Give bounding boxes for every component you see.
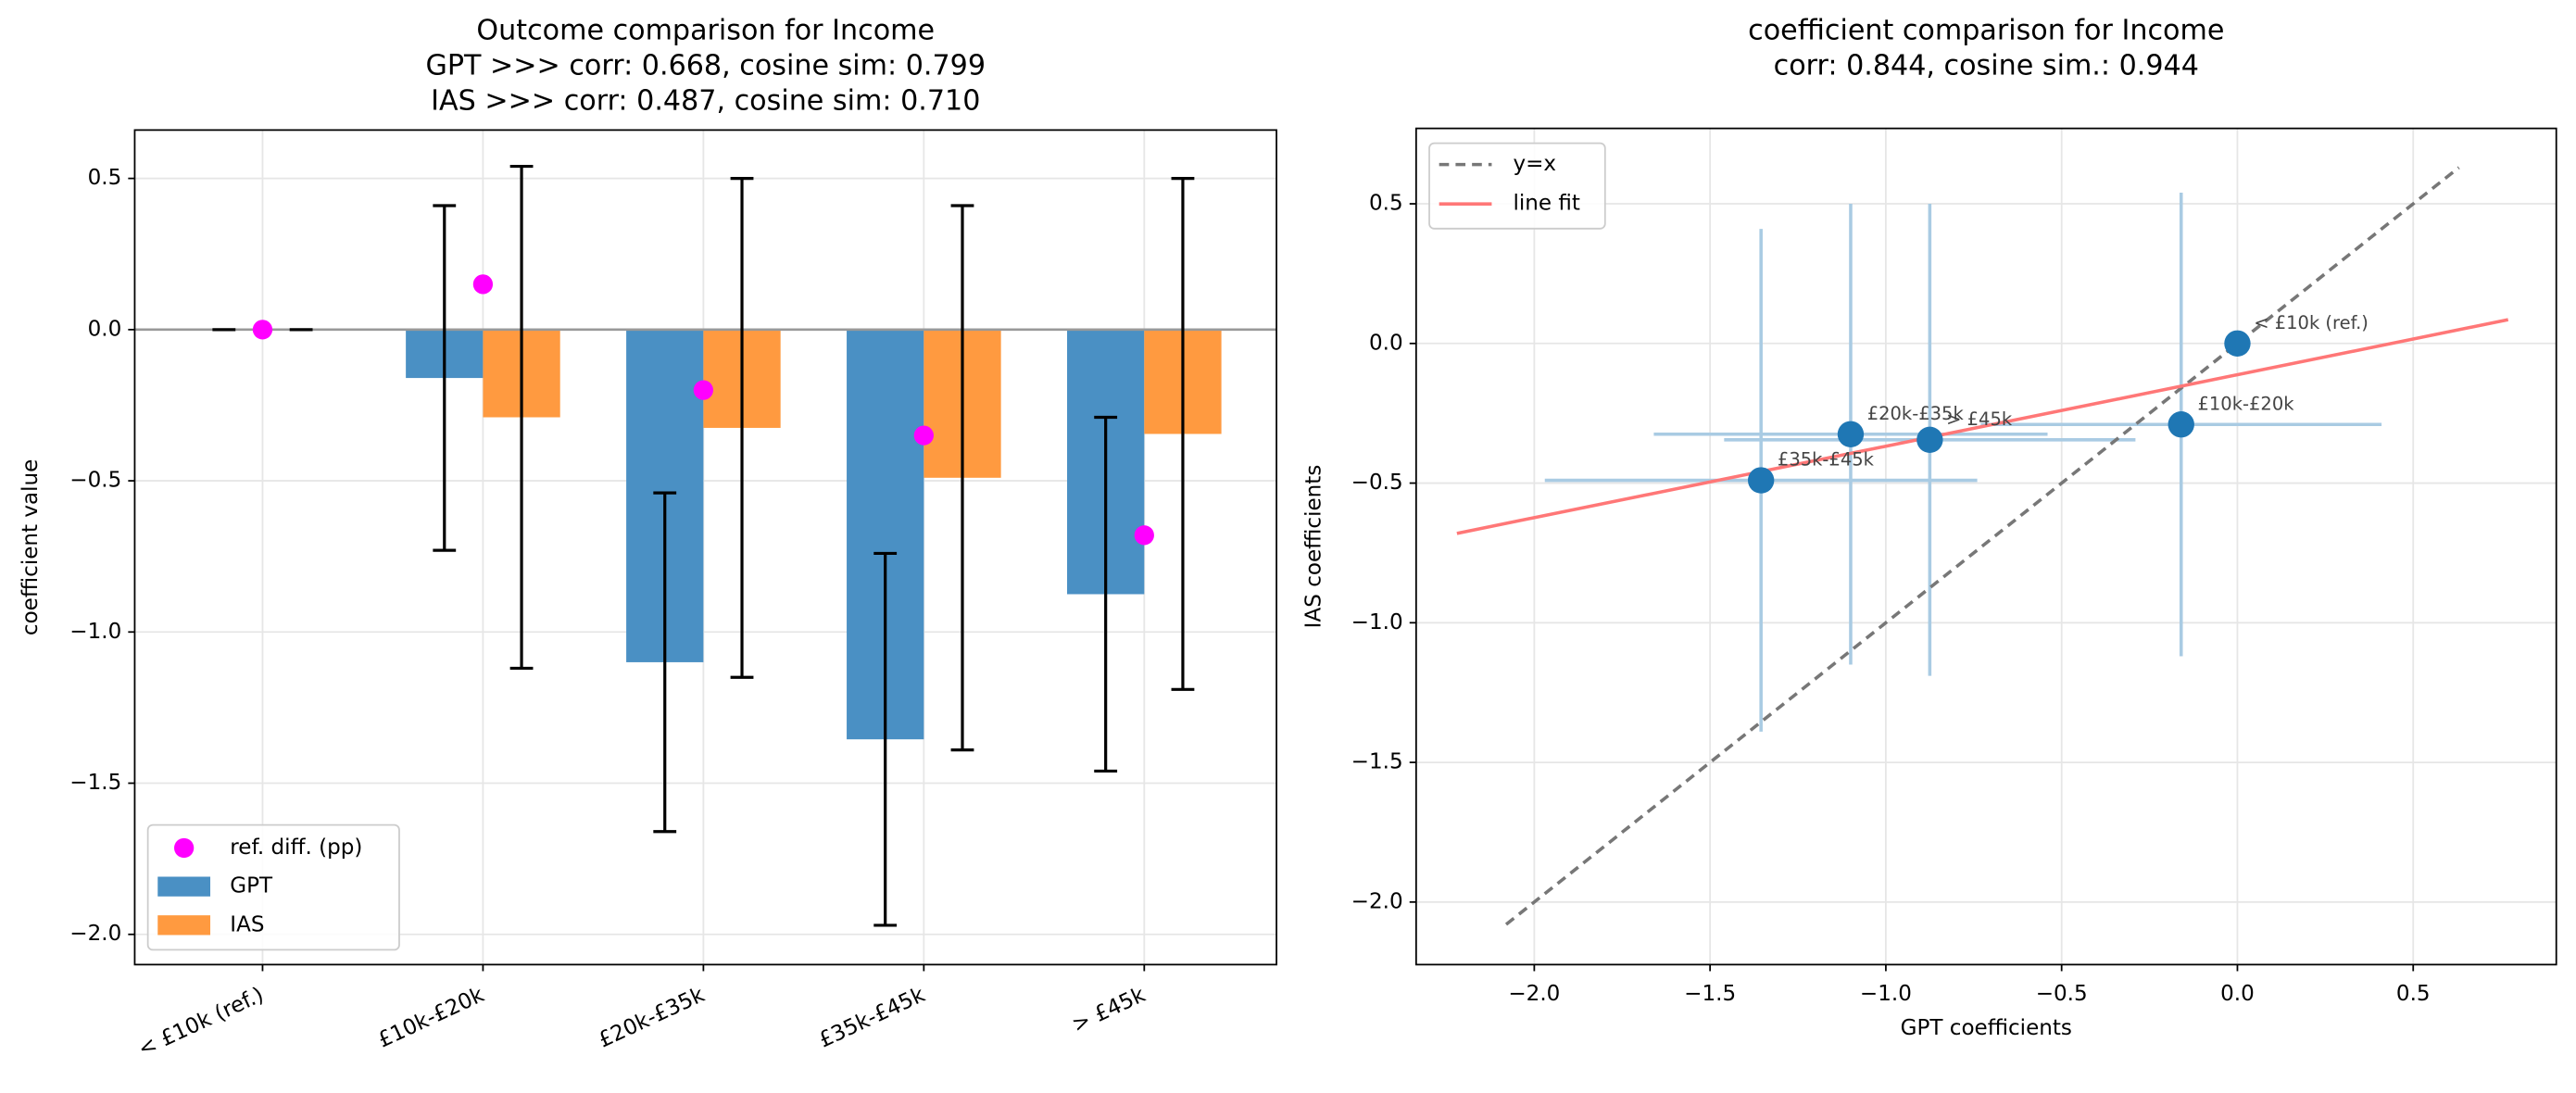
- chart-title: IAS >>> corr: 0.487, cosine sim: 0.710: [431, 85, 980, 118]
- x-tick-label: £10k-£20k: [374, 983, 488, 1053]
- point-label: £35k-£45k: [1778, 449, 1875, 471]
- line: [1456, 318, 2509, 535]
- y-tick-label: 0.0: [88, 317, 122, 341]
- y-tick-label: 0.5: [88, 166, 122, 190]
- y-tick-label: −2.0: [69, 922, 121, 946]
- plot-frame: [1414, 127, 2557, 966]
- error-bar: [1171, 177, 1195, 691]
- legend-swatch: [157, 876, 211, 897]
- legend-label: y=x: [1513, 152, 1556, 176]
- line: [1504, 166, 2460, 926]
- y-tick-label: 0.5: [1369, 192, 1403, 216]
- y-axis-label: coefficient value: [19, 459, 43, 635]
- legend-swatch: [174, 837, 195, 859]
- x-axis-label: GPT coefficients: [1901, 1016, 2072, 1040]
- error-bar: [509, 164, 534, 671]
- legend-label: ref. diff. (pp): [230, 835, 362, 860]
- point: [2168, 411, 2194, 438]
- y-tick-label: −0.5: [69, 469, 121, 493]
- point: [472, 274, 494, 295]
- error-bar: [653, 491, 677, 834]
- y-tick-label: 0.0: [1369, 331, 1403, 355]
- x-tick-label: > £45k: [1068, 983, 1150, 1037]
- error-bar: [950, 204, 974, 752]
- x-tick-label: −1.5: [1684, 982, 1736, 1006]
- point-label: £20k-£35k: [1867, 403, 1965, 424]
- point-label: £10k-£20k: [2197, 393, 2294, 414]
- x-tick-label: 0.0: [2220, 982, 2255, 1006]
- error-bar: [730, 177, 754, 679]
- point: [252, 320, 273, 340]
- y-tick-label: −1.0: [1351, 610, 1403, 634]
- point: [2224, 330, 2251, 357]
- point: [1837, 421, 1865, 447]
- x-tick-label: −1.0: [1860, 982, 1912, 1006]
- point: [1134, 525, 1154, 546]
- point: [913, 425, 934, 446]
- chart-title: Outcome comparison for Income: [476, 14, 935, 46]
- point: [1916, 426, 1943, 454]
- point-label: > £45k: [1946, 408, 2013, 430]
- y-tick-label: −1.0: [69, 620, 121, 644]
- y-axis-label: IAS coefficients: [1301, 465, 1326, 629]
- point: [693, 380, 714, 400]
- x-tick-label: £20k-£35k: [595, 983, 709, 1053]
- legend-box: [146, 823, 400, 951]
- legend-label: line fit: [1513, 192, 1579, 216]
- error-bar: [873, 551, 898, 927]
- x-tick-label: −0.5: [2036, 982, 2088, 1006]
- y-tick-label: −2.0: [1351, 889, 1403, 913]
- y-tick-label: −0.5: [1351, 471, 1403, 495]
- chart-title: corr: 0.844, cosine sim.: 0.944: [1774, 50, 2199, 82]
- point: [1747, 467, 1775, 494]
- chart-title: coefficient comparison for Income: [1748, 14, 2224, 46]
- plot-frame: [133, 129, 1277, 966]
- error-bar: [433, 204, 457, 552]
- legend-label: IAS: [230, 912, 264, 936]
- x-tick-label: −2.0: [1508, 982, 1560, 1006]
- error-bar: [1094, 415, 1118, 773]
- x-tick-label: £35k-£45k: [815, 983, 929, 1053]
- legend-label: GPT: [230, 874, 273, 898]
- legend-swatch: [157, 915, 211, 936]
- y-tick-label: −1.5: [69, 771, 121, 795]
- x-tick-label: 0.5: [2396, 982, 2431, 1006]
- point-label: < £10k (ref.): [2254, 312, 2369, 333]
- x-tick-label: < £10k (ref.): [134, 983, 267, 1062]
- y-tick-label: −1.5: [1351, 750, 1403, 774]
- chart-title: GPT >>> corr: 0.668, cosine sim: 0.799: [425, 50, 986, 82]
